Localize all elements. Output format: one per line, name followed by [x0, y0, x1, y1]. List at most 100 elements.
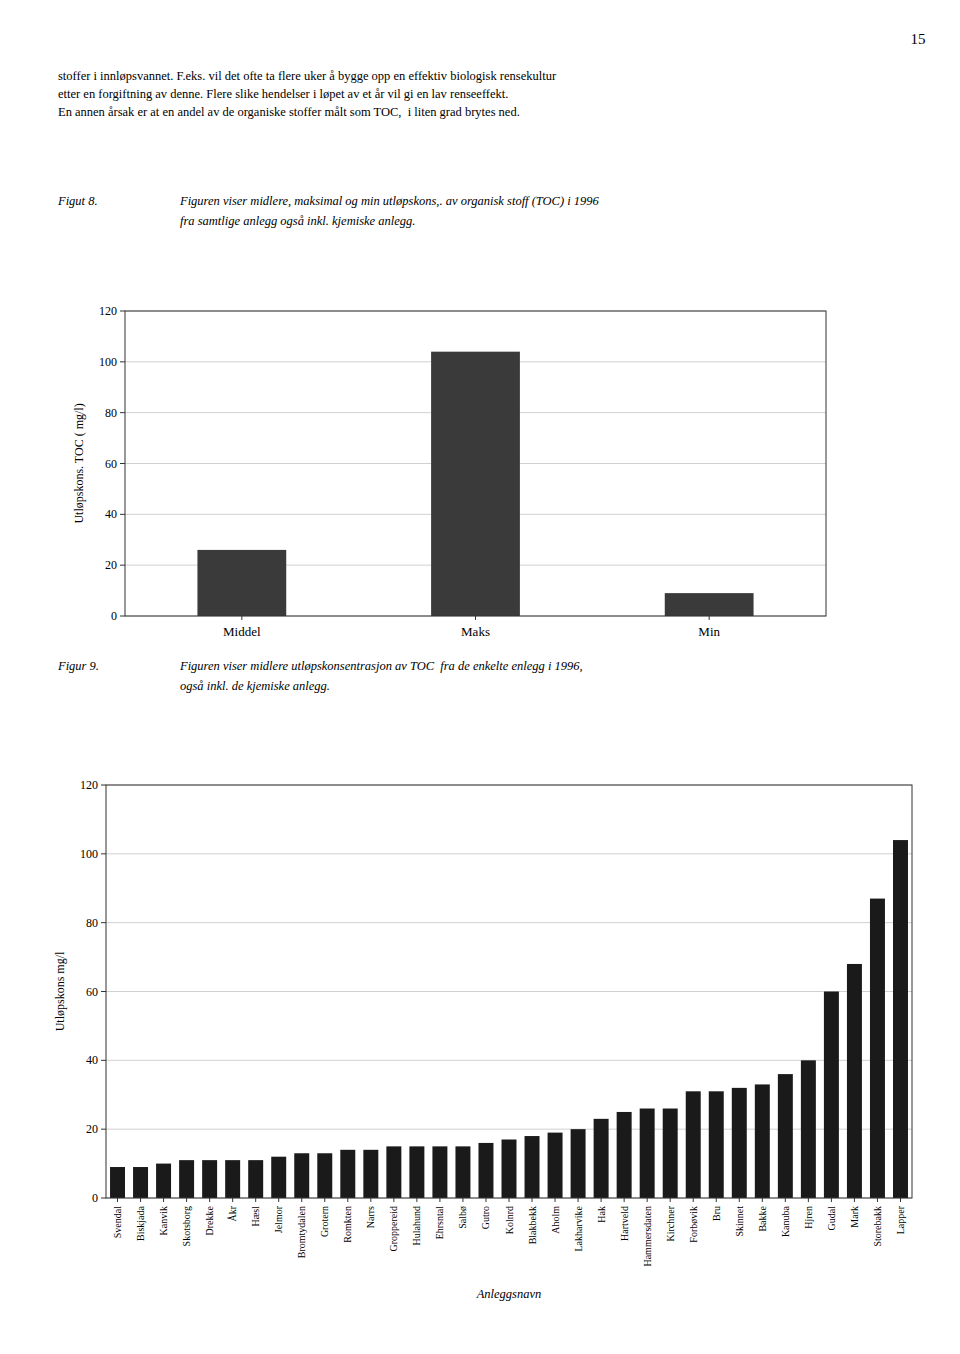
- x-tick: [509, 1198, 510, 1202]
- x-tick-label: Skotsborg: [181, 1206, 192, 1246]
- x-tick: [209, 1198, 210, 1202]
- caption-label: Figut 8.: [57, 194, 98, 208]
- bar: [525, 1136, 540, 1198]
- y-tick: [120, 412, 125, 413]
- x-tick: [462, 1198, 463, 1202]
- x-tick-label: Bromtydalen: [296, 1206, 307, 1258]
- x-tick-label: Ehrsntal: [434, 1206, 445, 1240]
- bar: [686, 1091, 701, 1198]
- x-tick: [186, 1198, 187, 1202]
- caption-text: fra samtlige anlegg også inkl. kjemiske …: [180, 214, 415, 228]
- x-tick-label: Kanuba: [780, 1205, 791, 1237]
- y-axis-label: Utløpskons mg/l: [53, 951, 67, 1031]
- bar: [317, 1153, 332, 1198]
- bar: [340, 1150, 355, 1198]
- bar: [179, 1160, 194, 1198]
- grid-line: [106, 1060, 912, 1061]
- background: [0, 0, 960, 1354]
- y-tick-label: 0: [92, 1191, 98, 1205]
- y-tick-label: 40: [105, 507, 117, 521]
- bar: [432, 1146, 447, 1198]
- x-tick: [854, 1198, 855, 1202]
- y-tick-label: 0: [111, 609, 117, 623]
- x-tick-label: Bru: [711, 1206, 722, 1221]
- x-tick-label: Mark: [849, 1206, 860, 1228]
- y-tick-label: 60: [105, 457, 117, 471]
- x-tick: [693, 1198, 694, 1202]
- y-tick-label: 100: [99, 355, 117, 369]
- chart: Figut 8. Figuren viser midlere, maksimal …: [57, 194, 826, 639]
- body-text: En annen årsak er at en andel av de orga…: [58, 105, 520, 119]
- x-tick: [117, 1198, 118, 1202]
- x-tick-label: Narrs: [365, 1206, 376, 1228]
- bar: [617, 1112, 632, 1198]
- x-tick-label: Lakharvike: [573, 1205, 584, 1251]
- y-tick: [101, 922, 106, 923]
- y-tick-label: 20: [105, 558, 117, 572]
- x-tick-label: Storebakk: [872, 1206, 883, 1247]
- y-tick: [101, 1129, 106, 1130]
- x-tick: [485, 1198, 486, 1202]
- y-tick-label: 80: [105, 406, 117, 420]
- y-tick: [120, 361, 125, 362]
- x-tick-label: Middel: [223, 624, 261, 639]
- y-tick-label: 80: [86, 916, 98, 930]
- y-tick: [101, 785, 106, 786]
- y-tick: [101, 991, 106, 992]
- y-tick-label: 40: [86, 1053, 98, 1067]
- bar: [665, 593, 754, 616]
- x-tick: [255, 1198, 256, 1202]
- x-tick-label: Hjren: [803, 1206, 814, 1229]
- bar: [870, 899, 885, 1198]
- caption-text: Figuren viser midlere utløpskonsentrasjo…: [179, 659, 583, 673]
- x-tick: [475, 616, 476, 620]
- x-tick: [877, 1198, 878, 1202]
- bar: [294, 1153, 309, 1198]
- y-tick: [120, 514, 125, 515]
- bar: [732, 1088, 747, 1198]
- x-tick: [532, 1198, 533, 1202]
- x-tick: [347, 1198, 348, 1202]
- x-tick: [900, 1198, 901, 1202]
- x-tick-label: Svendal: [112, 1206, 123, 1238]
- body-text: etter en forgiftning av denne. Flere sli…: [58, 87, 508, 101]
- y-tick: [120, 565, 125, 566]
- x-tick: [670, 1198, 671, 1202]
- bar: [778, 1074, 793, 1198]
- x-tick: [647, 1198, 648, 1202]
- x-tick: [439, 1198, 440, 1202]
- y-tick-label: 60: [86, 985, 98, 999]
- x-tick-label: Hak: [596, 1206, 607, 1223]
- caption-text: også inkl. de kjemiske anlegg.: [180, 679, 330, 693]
- x-tick: [739, 1198, 740, 1202]
- x-tick-label: Kolnrd: [504, 1206, 515, 1234]
- x-tick-label: Kanvik: [158, 1206, 169, 1235]
- bar: [478, 1143, 493, 1198]
- x-tick-label: Lapper: [895, 1205, 906, 1234]
- x-tick-label: Jelmor: [273, 1205, 284, 1233]
- bar: [363, 1150, 378, 1198]
- x-tick-label: Åkr: [227, 1205, 238, 1221]
- x-tick-label: Hammersdaten: [642, 1206, 653, 1267]
- bar: [801, 1060, 816, 1198]
- bar: [431, 352, 520, 616]
- bar: [197, 550, 286, 616]
- x-tick: [163, 1198, 164, 1202]
- x-tick: [624, 1198, 625, 1202]
- bar: [110, 1167, 125, 1198]
- x-tick: [416, 1198, 417, 1202]
- x-tick: [278, 1198, 279, 1202]
- x-tick-label: Drekke: [204, 1205, 215, 1235]
- x-tick-label: Groppereid: [388, 1206, 399, 1252]
- x-tick: [578, 1198, 579, 1202]
- caption-text: Figuren viser midlere, maksimal og min u…: [179, 194, 600, 208]
- bar: [409, 1146, 424, 1198]
- bar: [248, 1160, 263, 1198]
- x-tick: [808, 1198, 809, 1202]
- x-tick-label: Min: [698, 624, 720, 639]
- x-tick-label: Bakke: [757, 1205, 768, 1231]
- grid-line: [106, 853, 912, 854]
- bar: [225, 1160, 240, 1198]
- grid-line: [106, 922, 912, 923]
- bar: [663, 1109, 678, 1198]
